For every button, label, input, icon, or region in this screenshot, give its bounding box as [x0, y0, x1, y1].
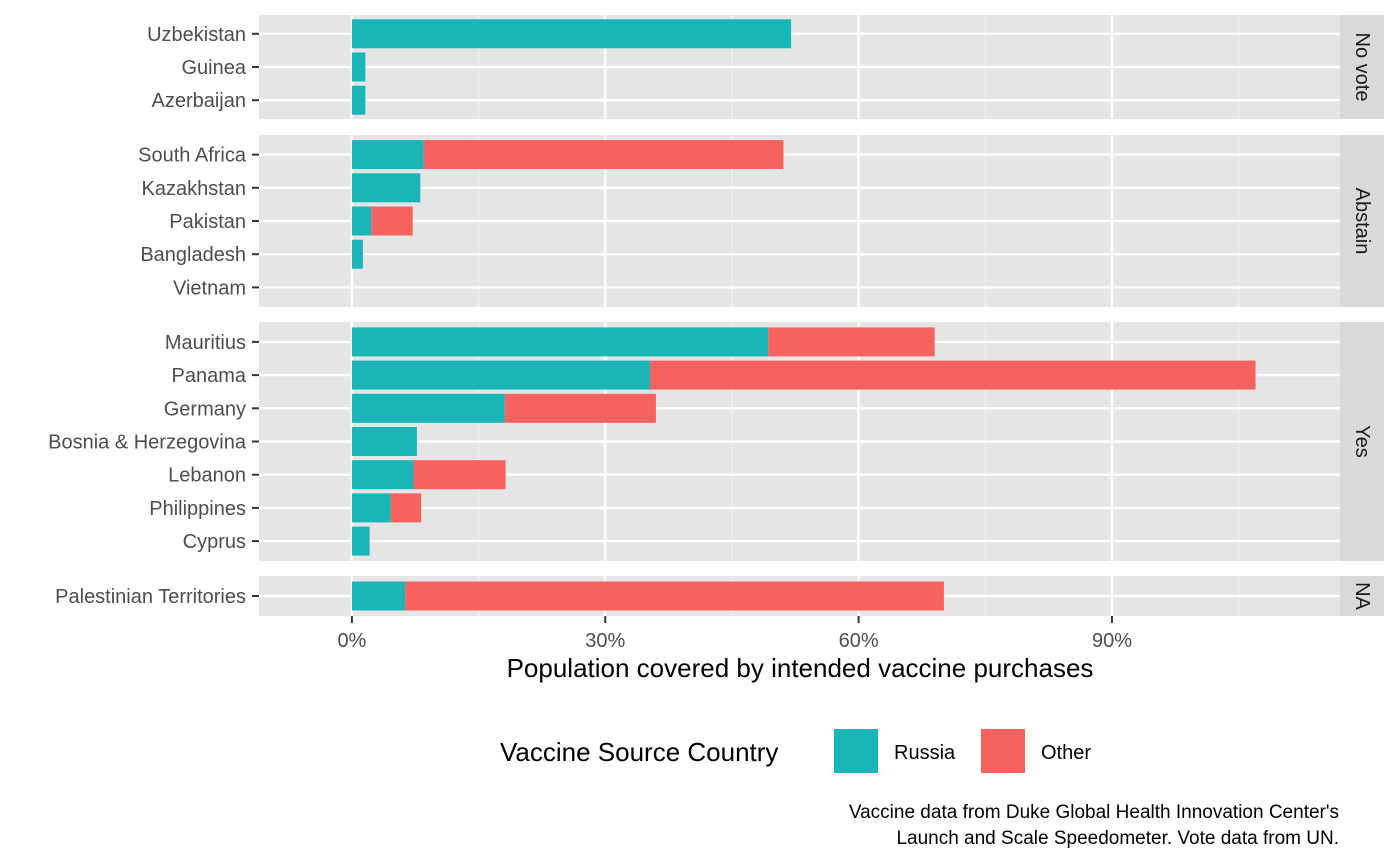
category-label-philippines: Philippines — [149, 498, 246, 520]
bar-pakistan-other — [371, 206, 413, 236]
x-axis-title: Population covered by intended vaccine p… — [507, 653, 1094, 683]
facet-label-na: NA — [1351, 582, 1373, 610]
facet-strip — [1340, 135, 1384, 307]
bar-palestinian-territories-russia — [351, 581, 406, 611]
bar-kazakhstan-russia — [351, 173, 421, 203]
bar-germany-russia — [351, 393, 505, 423]
category-label-germany: Germany — [164, 398, 246, 420]
bar-uzbekistan-russia — [351, 19, 792, 49]
facet-yes: Mauritius Panama Germany Bosnia & Herzegovi… — [48, 322, 1384, 561]
caption-line-1: Vaccine data from Duke Global Health Inn… — [849, 802, 1339, 823]
facet-label-no-vote: No vote — [1351, 33, 1373, 102]
x-tick-label: 60% — [839, 630, 879, 652]
caption-line-2: Launch and Scale Speedometer. Vote data … — [896, 828, 1339, 849]
facet-label-yes: Yes — [1351, 425, 1373, 458]
bar-philippines-other — [390, 493, 422, 523]
bar-germany-other — [504, 393, 656, 423]
bar-palestinian-territories-other — [405, 581, 944, 611]
category-label-kazakhstan: Kazakhstan — [141, 178, 246, 200]
category-label-guinea: Guinea — [182, 57, 247, 79]
legend-keys: Russia Other — [834, 729, 1091, 773]
bar-azerbaijan-russia — [351, 85, 366, 115]
category-label-bangladesh: Bangladesh — [140, 244, 246, 266]
category-label-pakistan: Pakistan — [169, 211, 246, 233]
category-label-panama: Panama — [172, 365, 247, 387]
bar-guinea-russia — [351, 52, 366, 82]
x-tick-label: 0% — [337, 630, 366, 652]
category-label-mauritius: Mauritius — [165, 332, 246, 354]
legend-label-other: Other — [1041, 742, 1091, 764]
bar-lebanon-russia — [351, 460, 414, 490]
caption: Vaccine data from Duke Global Health Inn… — [849, 802, 1339, 849]
facet-na: Palestinian Territories NA — [55, 576, 1384, 616]
bar-panama-other — [650, 360, 1256, 390]
category-label-bosnia-and-herzegovina: Bosnia & Herzegovina — [48, 432, 247, 454]
facet-panels: Uzbekistan Guinea Azerbaijan No vote South A… — [48, 15, 1384, 616]
facet-no-vote: Uzbekistan Guinea Azerbaijan No vote — [147, 15, 1384, 119]
x-axis: 0% 30% 60% 90% — [337, 616, 1132, 652]
category-label-lebanon: Lebanon — [168, 465, 246, 487]
category-label-cyprus: Cyprus — [183, 531, 246, 553]
facet-strip — [1340, 15, 1384, 119]
legend: Vaccine Source Country Russia Other — [500, 729, 1091, 773]
bar-bangladesh-russia — [351, 239, 363, 269]
facet-label-abstain: Abstain — [1351, 188, 1373, 255]
facet-strip — [1340, 322, 1384, 561]
x-tick-label: 30% — [585, 630, 625, 652]
bar-pakistan-russia — [351, 206, 372, 236]
bar-mauritius-russia — [351, 327, 769, 357]
facet-abstain: South Africa Kazakhstan Pakistan Bangladesh… — [138, 135, 1384, 307]
bar-south-africa-other — [423, 140, 784, 170]
bar-philippines-russia — [351, 493, 391, 523]
category-label-palestinian-territories: Palestinian Territories — [55, 586, 246, 608]
bar-bosnia-and-herzegovina-russia — [351, 427, 417, 456]
category-label-uzbekistan: Uzbekistan — [147, 24, 246, 46]
category-label-south-africa: South Africa — [138, 145, 247, 167]
legend-key-other — [981, 729, 1025, 773]
legend-title: Vaccine Source Country — [500, 737, 778, 767]
bar-lebanon-other — [413, 460, 506, 490]
bar-cyprus-russia — [351, 526, 370, 556]
x-tick-label: 90% — [1092, 630, 1132, 652]
legend-label-russia: Russia — [894, 742, 956, 764]
category-label-vietnam: Vietnam — [173, 277, 246, 299]
bar-panama-russia — [351, 360, 651, 390]
category-label-azerbaijan: Azerbaijan — [151, 90, 246, 112]
bar-mauritius-other — [768, 327, 935, 357]
bar-south-africa-russia — [351, 140, 424, 170]
legend-key-russia — [834, 729, 878, 773]
facet-strip — [1340, 576, 1384, 616]
